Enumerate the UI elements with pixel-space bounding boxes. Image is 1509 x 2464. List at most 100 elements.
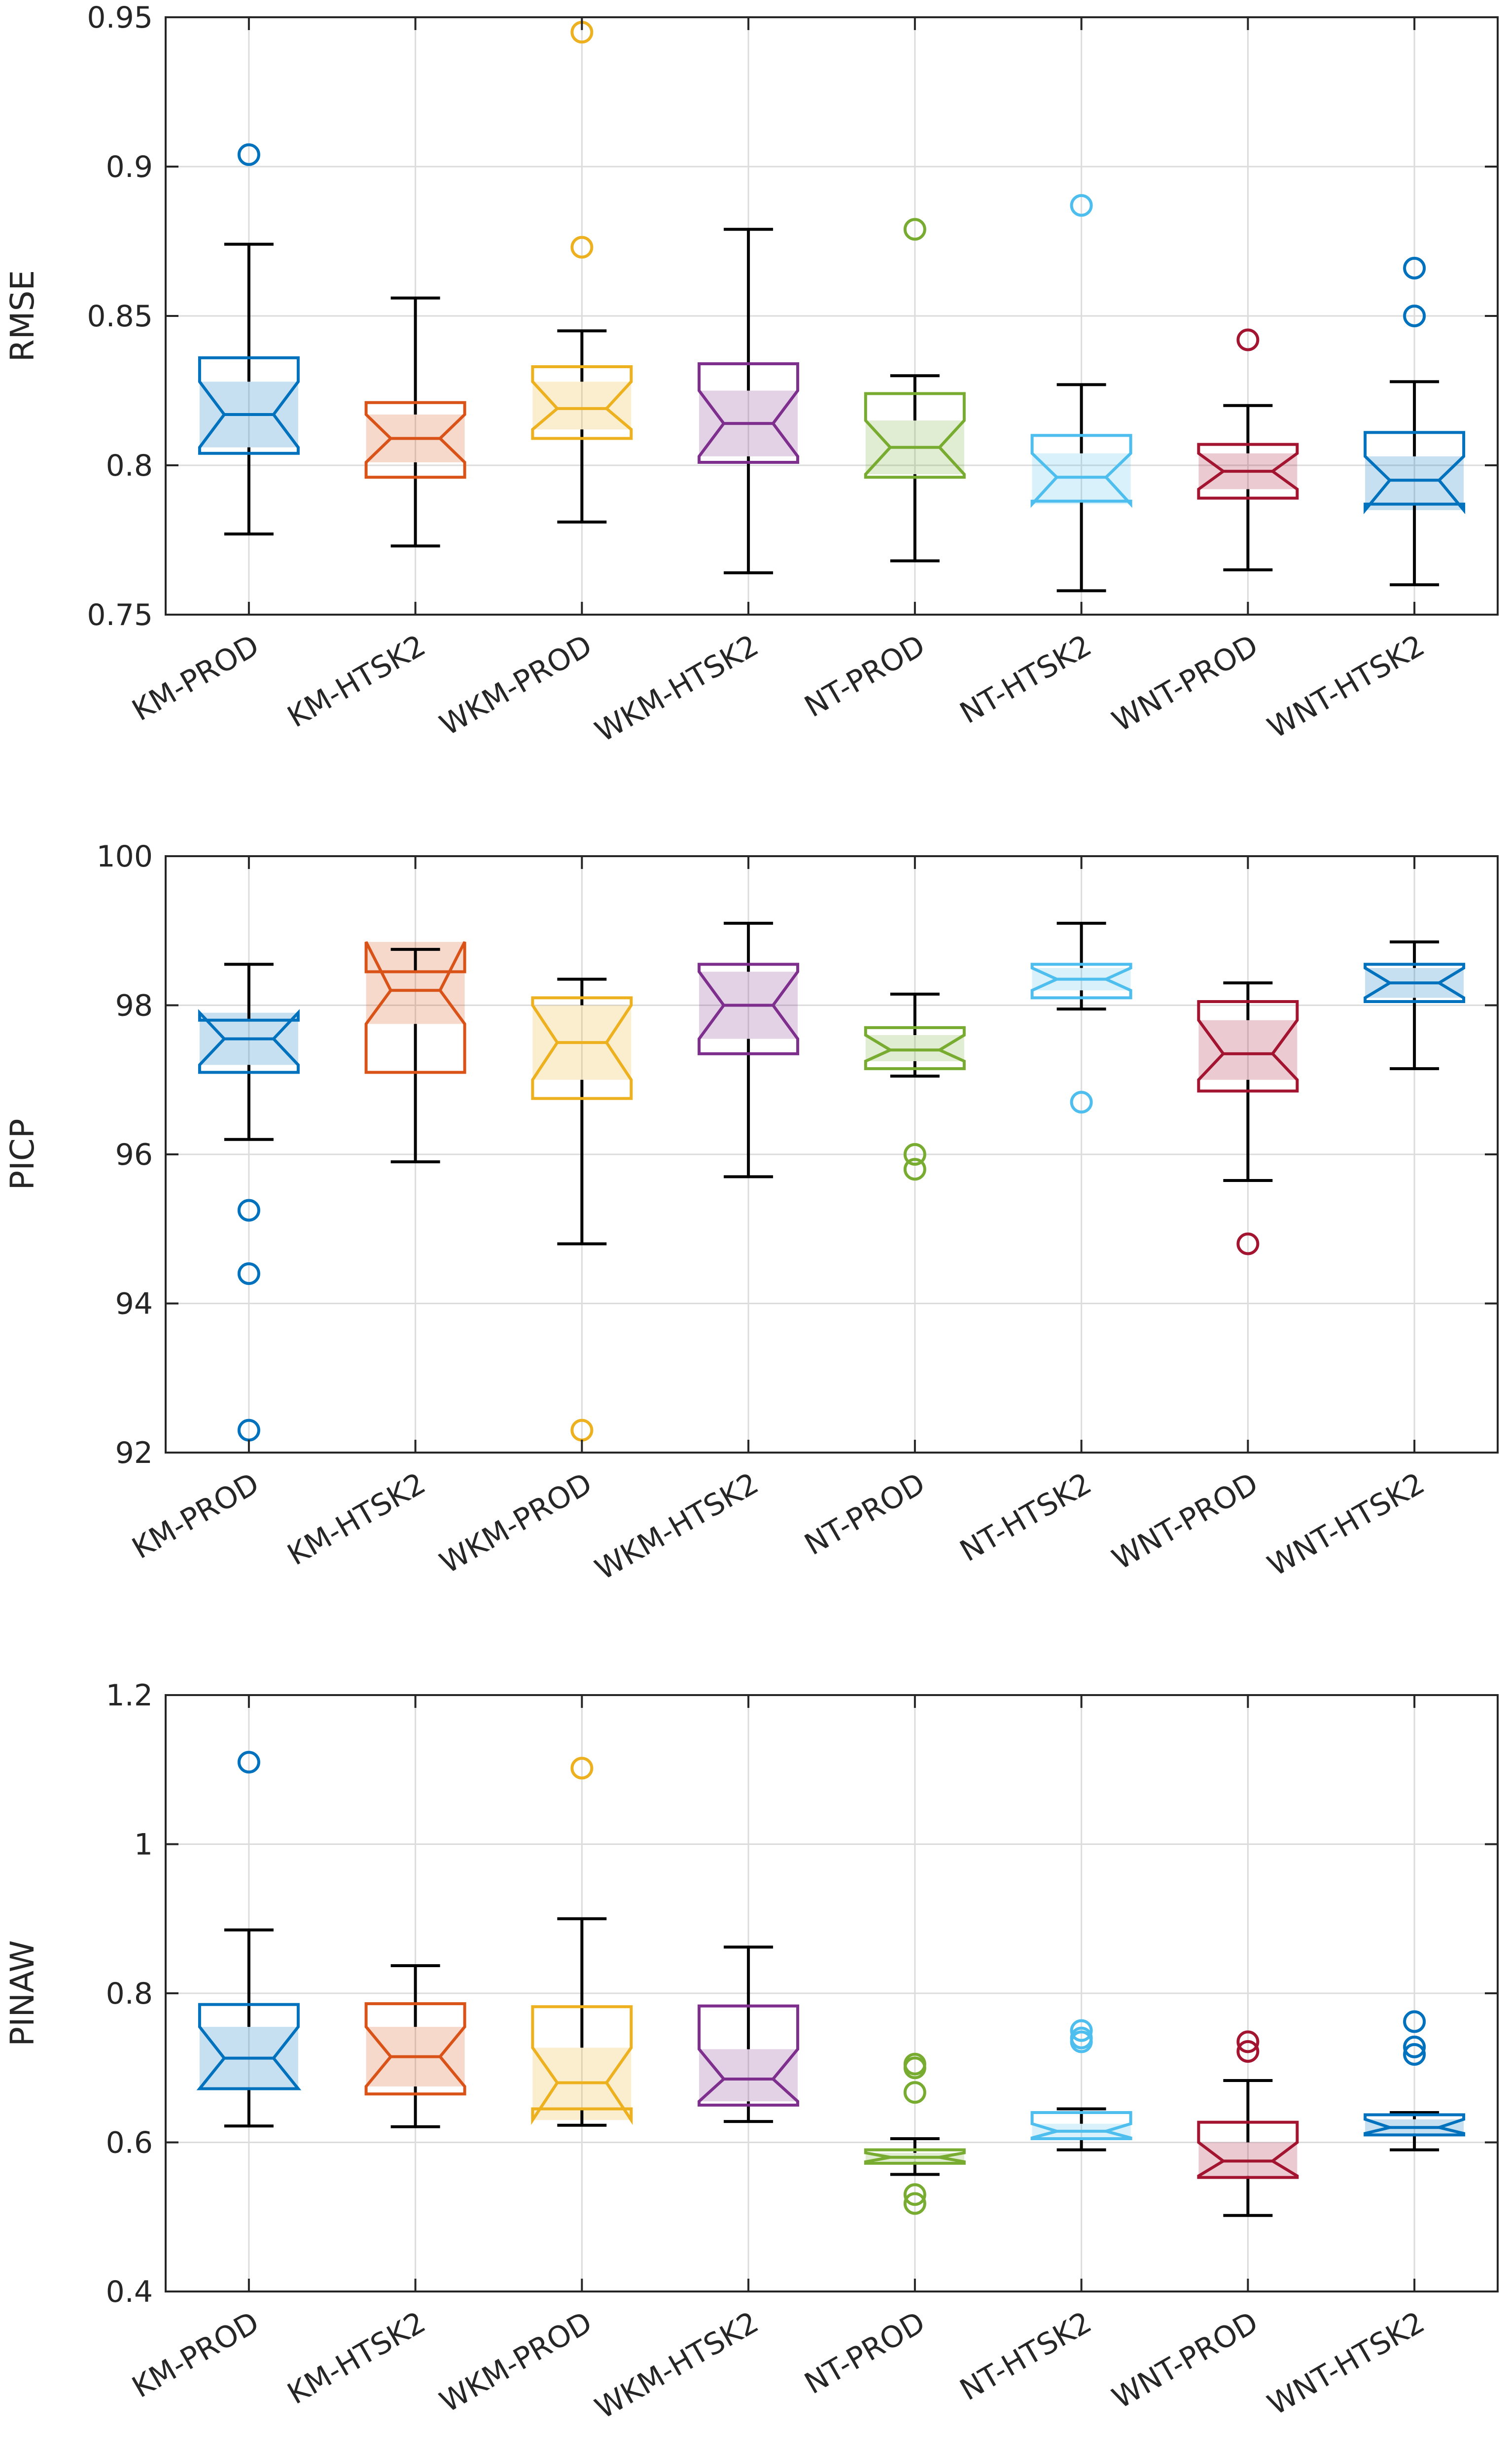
outlier-point: [1403, 257, 1426, 280]
x-tick-label-wkm-htsk2: WKM-HTSK2: [590, 628, 765, 749]
panel-rmse: 0.75 0.8 0.85 0.9 0.95 KM-PROD KM-HTSK2 WKM-PRO…: [3, 0, 1499, 749]
box-outline: [1030, 963, 1132, 1000]
box-outline: [364, 2002, 466, 2096]
outlier-point: [1070, 2030, 1093, 2053]
y-axis-title: PICP: [3, 1118, 41, 1190]
box-outline: [1364, 2113, 1466, 2137]
box-km-prod: [196, 1751, 302, 2128]
x-tick-label-km-htsk2: KM-HTSK2: [282, 1466, 432, 1572]
outlier-point: [237, 143, 260, 166]
y-tick-label: 98: [115, 989, 153, 1023]
box-wkm-htsk2: [698, 1945, 800, 2123]
notch-band: [865, 1035, 964, 1061]
x-tick-label-nt-htsk2: NT-HTSK2: [954, 628, 1098, 730]
x-tick-label-wkm-htsk2: WKM-HTSK2: [590, 1466, 765, 1587]
x-tick-label-wkm-prod: WKM-PROD: [434, 628, 597, 742]
box-wkm-prod: [531, 1757, 633, 2127]
y-tick-label: 0.9: [106, 150, 153, 184]
outlier-point: [1403, 2035, 1426, 2058]
x-tick-label-wkm-prod: WKM-PROD: [434, 1466, 597, 1580]
notch-band: [532, 382, 632, 430]
x-tick-label-km-prod: KM-PROD: [126, 628, 265, 728]
outlier-point: [903, 1143, 926, 1166]
x-tick-label-km-htsk2: KM-HTSK2: [282, 2305, 432, 2411]
x-tick-label-wnt-htsk2: WNT-HTSK2: [1262, 2305, 1431, 2422]
panel-picp: 92 94 96 98 100 KM-PROD KM-HTSK2 WKM-PRODWKM-HT…: [3, 839, 1499, 1587]
y-tick-label: 0.85: [87, 299, 153, 334]
box-nt-prod: [864, 218, 966, 562]
x-tick-label-km-prod: KM-PROD: [126, 1466, 265, 1566]
outlier-point: [1236, 328, 1260, 351]
x-tick-label-wnt-htsk2: WNT-HTSK2: [1262, 628, 1431, 745]
box-km-prod: [198, 963, 300, 1442]
x-tick-label-wnt-htsk2: WNT-HTSK2: [1262, 1466, 1431, 1583]
box-wnt-prod: [1197, 2030, 1299, 2217]
box-nt-htsk2: [1030, 2019, 1132, 2152]
box-km-htsk2: [364, 1964, 466, 2128]
y-tick-label: 96: [115, 1138, 153, 1172]
box-outline: [364, 401, 466, 479]
box-outline: [864, 1026, 966, 1071]
outlier-point: [570, 1757, 594, 1780]
box-outline: [1030, 434, 1132, 508]
outlier-point: [903, 2056, 926, 2080]
outlier-point: [237, 1199, 260, 1222]
outlier-point: [1403, 305, 1426, 327]
x-tick-label-nt-prod: NT-PROD: [799, 2305, 931, 2401]
box-wkm-htsk2: [698, 922, 800, 1179]
outlier-point: [903, 1158, 926, 1181]
outlier-point: [570, 236, 594, 259]
box-outline: [198, 356, 300, 455]
outlier-point: [1070, 194, 1093, 217]
box-outline: [531, 996, 633, 1100]
box-nt-htsk2: [1030, 194, 1132, 592]
outlier-point: [1403, 2010, 1426, 2033]
y-tick-label: 0.4: [106, 2275, 153, 2309]
box-outline: [1197, 1000, 1299, 1093]
box-outline: [531, 365, 633, 440]
y-tick-label: 94: [115, 1287, 153, 1321]
box-km-prod: [198, 143, 300, 536]
x-tick-label-wnt-prod: WNT-PROD: [1107, 2305, 1264, 2416]
box-outline: [698, 2004, 800, 2107]
notch-band: [699, 2049, 798, 2102]
outlier-point: [1070, 1091, 1093, 1114]
box-outline: [1364, 963, 1466, 1003]
box-outline: [864, 2148, 966, 2165]
panel-pinaw: 0.4 0.6 0.8 1 1.2 KM-PROD KM-HTSK2 WKM-PRODWKM-…: [3, 1678, 1499, 2426]
x-tick-label-wkm-prod: WKM-PROD: [434, 2305, 597, 2419]
outlier-point: [903, 2192, 926, 2215]
y-tick-label: 0.8: [106, 1977, 153, 2011]
x-tick-label-nt-htsk2: NT-HTSK2: [954, 2305, 1098, 2407]
box-wkm-prod: [531, 21, 633, 524]
box-nt-prod: [864, 2052, 966, 2215]
box-outline: [698, 362, 800, 464]
y-tick-label: 1.2: [106, 1678, 153, 1713]
x-tick-label-wkm-htsk2: WKM-HTSK2: [590, 2305, 765, 2426]
box-outline: [1197, 2120, 1299, 2179]
y-tick-label: 0.95: [87, 0, 153, 35]
box-nt-htsk2: [1030, 922, 1132, 1114]
y-tick-label: 100: [96, 839, 153, 874]
box-outline: [198, 1009, 300, 1074]
notch-band: [1365, 456, 1464, 510]
box-km-htsk2: [364, 296, 466, 548]
x-tick-label-km-prod: KM-PROD: [126, 2305, 265, 2405]
box-wnt-htsk2: [1364, 940, 1466, 1071]
outlier-point: [1236, 2030, 1260, 2053]
notch-band: [1032, 453, 1131, 504]
x-tick-label-nt-prod: NT-PROD: [799, 628, 931, 724]
outlier-point: [1403, 2043, 1426, 2066]
outlier-point: [1236, 2040, 1260, 2063]
x-tick-label-km-htsk2: KM-HTSK2: [282, 628, 432, 734]
box-wkm-prod: [531, 977, 633, 1442]
notch-band: [1198, 2142, 1298, 2176]
box-wnt-htsk2: [1364, 257, 1466, 587]
box-wnt-htsk2: [1364, 2010, 1466, 2152]
outlier-point: [903, 2183, 926, 2206]
box-outline: [864, 392, 966, 479]
box-nt-prod: [864, 992, 966, 1181]
y-tick-label: 92: [115, 1436, 153, 1470]
outlier-point: [1236, 1232, 1260, 1255]
